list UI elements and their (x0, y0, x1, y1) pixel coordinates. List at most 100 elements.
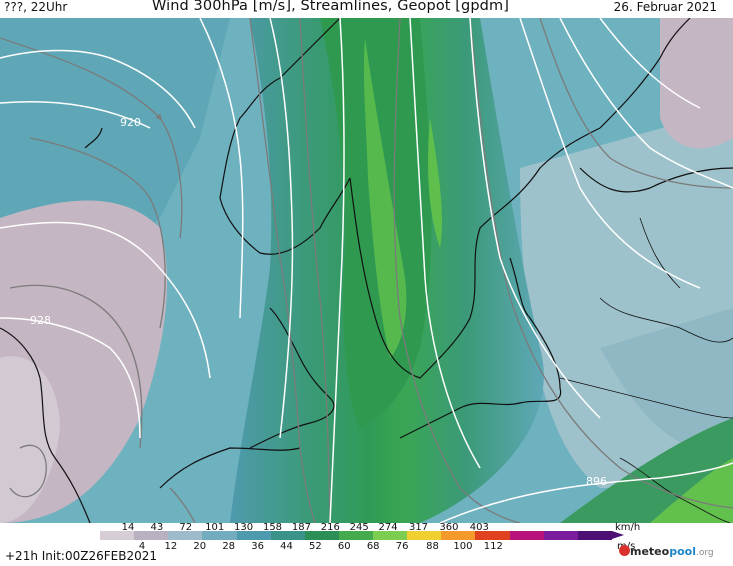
border-1 (599, 297, 733, 343)
ms-label: 12 (164, 541, 178, 552)
contour-label-896: 896 (586, 475, 607, 488)
init-time: +21h Init:00Z26FEB2021 (5, 549, 157, 563)
coast-germany (159, 447, 301, 489)
scale-swatch (509, 531, 545, 540)
kmh-label: 360 (439, 522, 459, 533)
scale-swatch (202, 531, 238, 540)
scale-swatch (441, 531, 476, 540)
brand-name[interactable]: meteopool.org (630, 545, 714, 558)
valid-time: ???, 22Uhr (4, 0, 68, 14)
ms-label: 20 (193, 541, 207, 552)
scale-swatch (475, 531, 511, 540)
kmh-label: 317 (408, 522, 429, 533)
coast-shetland (84, 127, 103, 149)
coast-britain (0, 327, 91, 523)
header-bar: ???, 22Uhr Wind 300hPa [m/s], Streamline… (0, 0, 733, 18)
ms-label: 36 (251, 541, 264, 552)
scale-swatch (407, 531, 442, 540)
scale-swatch (100, 531, 135, 540)
kmh-label: 101 (205, 522, 225, 533)
contour-8 (519, 18, 701, 289)
ms-label: 76 (395, 541, 409, 552)
borders (559, 217, 733, 523)
brand-logo-icon (619, 545, 630, 556)
legend-area (0, 523, 733, 566)
streamline-1 (0, 37, 183, 239)
contour-7 (469, 18, 601, 419)
contour-4 (269, 18, 294, 439)
coastlines (0, 18, 733, 523)
streamline-5 (249, 18, 316, 523)
kmh-label: 245 (349, 522, 369, 533)
jet-southeast-core (650, 458, 733, 523)
border-3 (639, 217, 681, 289)
streamline-4 (9, 444, 47, 498)
brand-pool: pool (669, 545, 696, 558)
ms-label: 112 (483, 541, 503, 552)
scale-swatch (543, 531, 579, 540)
streamline-6 (299, 18, 331, 523)
coast-gulf (579, 167, 733, 193)
kmh-label: 43 (150, 522, 164, 533)
contour-label-928: 928 (30, 314, 51, 327)
contour-1 (0, 49, 196, 129)
contour-10 (599, 18, 701, 109)
kmh-label: 403 (469, 522, 489, 533)
streamline-10 (169, 487, 196, 523)
field-low-core (0, 356, 60, 523)
scale-swatch (270, 531, 306, 540)
brand-main: meteo (630, 545, 670, 558)
contour-896 (439, 462, 733, 523)
kmh-label: 72 (179, 522, 193, 533)
contour-label-920: 920 (120, 116, 141, 129)
contour-928 (0, 317, 141, 439)
contour-920 (0, 100, 151, 129)
kmh-label: 158 (262, 522, 283, 533)
contour-5 (329, 18, 345, 523)
jet-max-2 (428, 118, 442, 248)
coast-norway (219, 18, 351, 255)
kmh-label: 274 (378, 522, 398, 533)
contour-2 (0, 221, 211, 379)
weather-map: 920 928 896 (0, 18, 733, 523)
kmh-label: 14 (121, 522, 135, 533)
ms-label: 44 (280, 541, 293, 552)
ms-label: 68 (366, 541, 380, 552)
ms-label: 100 (453, 541, 473, 552)
scale-swatch (168, 531, 203, 540)
jet-max (363, 38, 407, 358)
scale-arrow-icon (612, 531, 624, 539)
ms-label: 60 (337, 541, 351, 552)
brand-tld: .org (695, 548, 714, 558)
ms-label: 88 (426, 541, 439, 552)
border-4 (619, 457, 731, 523)
coast-finland (599, 18, 691, 129)
contour-6 (409, 18, 481, 469)
scale-swatch (236, 531, 272, 540)
coast-baltics (399, 257, 562, 439)
field-low-northeast (660, 18, 733, 149)
scale-swatch (577, 531, 613, 540)
kmh-label: 216 (320, 522, 340, 533)
geopot-contours (0, 18, 733, 523)
border-2 (559, 377, 733, 419)
map-title: Wind 300hPa [m/s], Streamlines, Geopot [… (152, 0, 509, 14)
ms-label: 28 (222, 541, 236, 552)
unit-kmh: km/h (615, 522, 641, 533)
map-date: 26. Februar 2021 (613, 0, 717, 14)
scale-swatch (134, 531, 169, 540)
contour-9 (559, 18, 733, 189)
streamline-2 (29, 137, 166, 329)
streamlines (0, 18, 733, 523)
scale-swatch (304, 531, 340, 540)
streamline-7 (393, 18, 521, 523)
scale-swatch (373, 531, 408, 540)
field-east-2 (600, 308, 733, 451)
coast-sweden (349, 127, 601, 379)
ms-label: 52 (309, 541, 322, 552)
coast-denmark (249, 307, 335, 449)
scale-swatch (338, 531, 374, 540)
streamline-9 (539, 18, 733, 189)
kmh-label: 187 (291, 522, 311, 533)
